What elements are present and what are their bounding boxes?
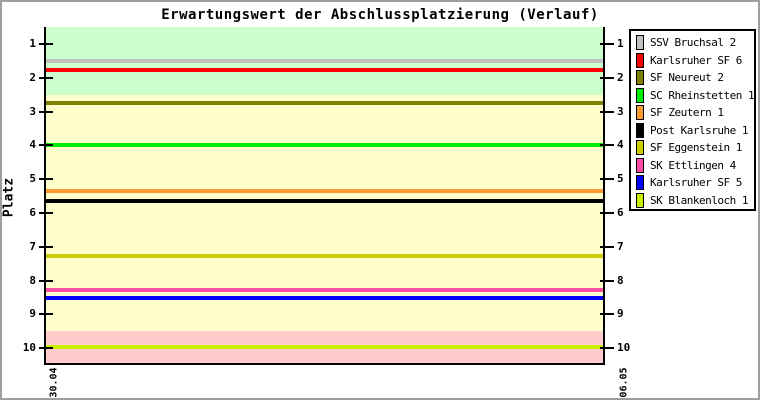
legend-item: SF Eggenstein 1 xyxy=(636,139,754,157)
y-tick-label-left: 8 xyxy=(29,273,36,287)
y-tick-left xyxy=(39,279,53,282)
series-line xyxy=(46,287,603,292)
legend-swatch xyxy=(636,122,644,138)
legend-swatch xyxy=(636,192,644,208)
legend-label: SK Ettlingen 4 xyxy=(650,158,736,172)
legend-swatch xyxy=(636,157,644,173)
series-line xyxy=(46,296,603,301)
legend-item: SC Rheinstetten 1 xyxy=(636,87,755,105)
legend-box: SSV Bruchsal 2 Karlsruher SF 6 SF Neureut … xyxy=(629,29,756,211)
y-tick-right xyxy=(600,347,614,350)
series-line xyxy=(46,198,603,203)
legend-label: SF Zeutern 1 xyxy=(650,106,724,120)
y-tick-left xyxy=(39,110,53,113)
y-tick-label-right: 2 xyxy=(617,70,624,84)
x-tick-label-start: 30.04 xyxy=(48,367,60,398)
y-tick-right xyxy=(600,313,614,316)
y-tick-label-left: 2 xyxy=(29,70,36,84)
legend-swatch xyxy=(636,140,644,156)
legend-swatch xyxy=(636,70,644,86)
y-tick-left xyxy=(39,76,53,79)
y-tick-right xyxy=(600,211,614,214)
y-tick-label-right: 6 xyxy=(617,205,624,219)
band-mid-zone xyxy=(46,94,603,332)
legend-label: SF Eggenstein 1 xyxy=(650,141,742,155)
y-tick-label-left: 1 xyxy=(29,36,36,50)
y-tick-label-right: 10 xyxy=(617,341,631,355)
y-tick-left xyxy=(39,347,53,350)
y-tick-label-left: 5 xyxy=(29,172,36,186)
legend-item: SK Blankenloch 1 xyxy=(636,192,754,210)
series-line xyxy=(46,188,603,193)
legend-label: Karlsruher SF 6 xyxy=(650,53,742,67)
series-line xyxy=(46,58,603,63)
y-tick-left xyxy=(39,211,53,214)
legend-swatch xyxy=(636,52,644,68)
y-tick-label-left: 7 xyxy=(29,239,36,253)
y-tick-left xyxy=(39,144,53,147)
legend-items: SSV Bruchsal 2 Karlsruher SF 6 SF Neureut … xyxy=(636,34,755,210)
legend-item: SSV Bruchsal 2 xyxy=(636,34,754,52)
x-tick-label-end: 06.05 xyxy=(618,367,630,398)
y-tick-label-right: 7 xyxy=(617,239,624,253)
y-tick-label-left: 3 xyxy=(29,104,36,118)
y-tick-right xyxy=(600,178,614,181)
chart-title: Erwartungswert der Abschlussplatzierung … xyxy=(161,7,599,23)
legend-item: SF Zeutern 1 xyxy=(636,104,754,122)
legend-swatch xyxy=(636,87,644,103)
legend-item: Karlsruher SF 5 xyxy=(636,174,754,192)
series-line xyxy=(46,253,603,258)
y-tick-right xyxy=(600,245,614,248)
y-tick-label-left: 4 xyxy=(29,138,36,152)
y-tick-label-right: 8 xyxy=(617,273,624,287)
legend-label: SK Blankenloch 1 xyxy=(650,193,748,207)
y-tick-label-right: 9 xyxy=(617,307,624,321)
y-tick-right xyxy=(600,42,614,45)
y-tick-left xyxy=(39,313,53,316)
y-tick-label-left: 10 xyxy=(22,341,36,355)
y-tick-right xyxy=(600,110,614,113)
legend-swatch xyxy=(636,105,644,121)
series-line xyxy=(46,345,603,350)
legend-item: SK Ettlingen 4 xyxy=(636,157,754,175)
legend-item: SF Neureut 2 xyxy=(636,69,754,87)
legend-swatch xyxy=(636,35,644,51)
y-tick-left xyxy=(39,42,53,45)
legend-item: Post Karlsruhe 1 xyxy=(636,122,754,140)
y-tick-label-left: 9 xyxy=(29,307,36,321)
y-tick-right xyxy=(600,76,614,79)
y-tick-right xyxy=(600,144,614,147)
y-tick-right xyxy=(600,279,614,282)
y-tick-left xyxy=(39,245,53,248)
legend-label: SSV Bruchsal 2 xyxy=(650,36,736,50)
y-tick-left xyxy=(39,178,53,181)
legend-swatch xyxy=(636,175,644,191)
series-line xyxy=(46,68,603,73)
legend-label: Karlsruher SF 5 xyxy=(650,176,742,190)
series-line xyxy=(46,100,603,105)
y-tick-label-right: 4 xyxy=(617,138,624,152)
y-tick-label-right: 1 xyxy=(617,36,624,50)
y-tick-label-left: 6 xyxy=(29,205,36,219)
legend-label: Post Karlsruhe 1 xyxy=(650,123,748,137)
legend-label: SC Rheinstetten 1 xyxy=(650,88,755,102)
legend-item: Karlsruher SF 6 xyxy=(636,52,754,70)
y-tick-label-right: 3 xyxy=(617,104,624,118)
series-line xyxy=(46,143,603,148)
y-tick-label-right: 5 xyxy=(617,172,624,186)
plot-area xyxy=(44,27,605,365)
legend-label: SF Neureut 2 xyxy=(650,71,724,85)
